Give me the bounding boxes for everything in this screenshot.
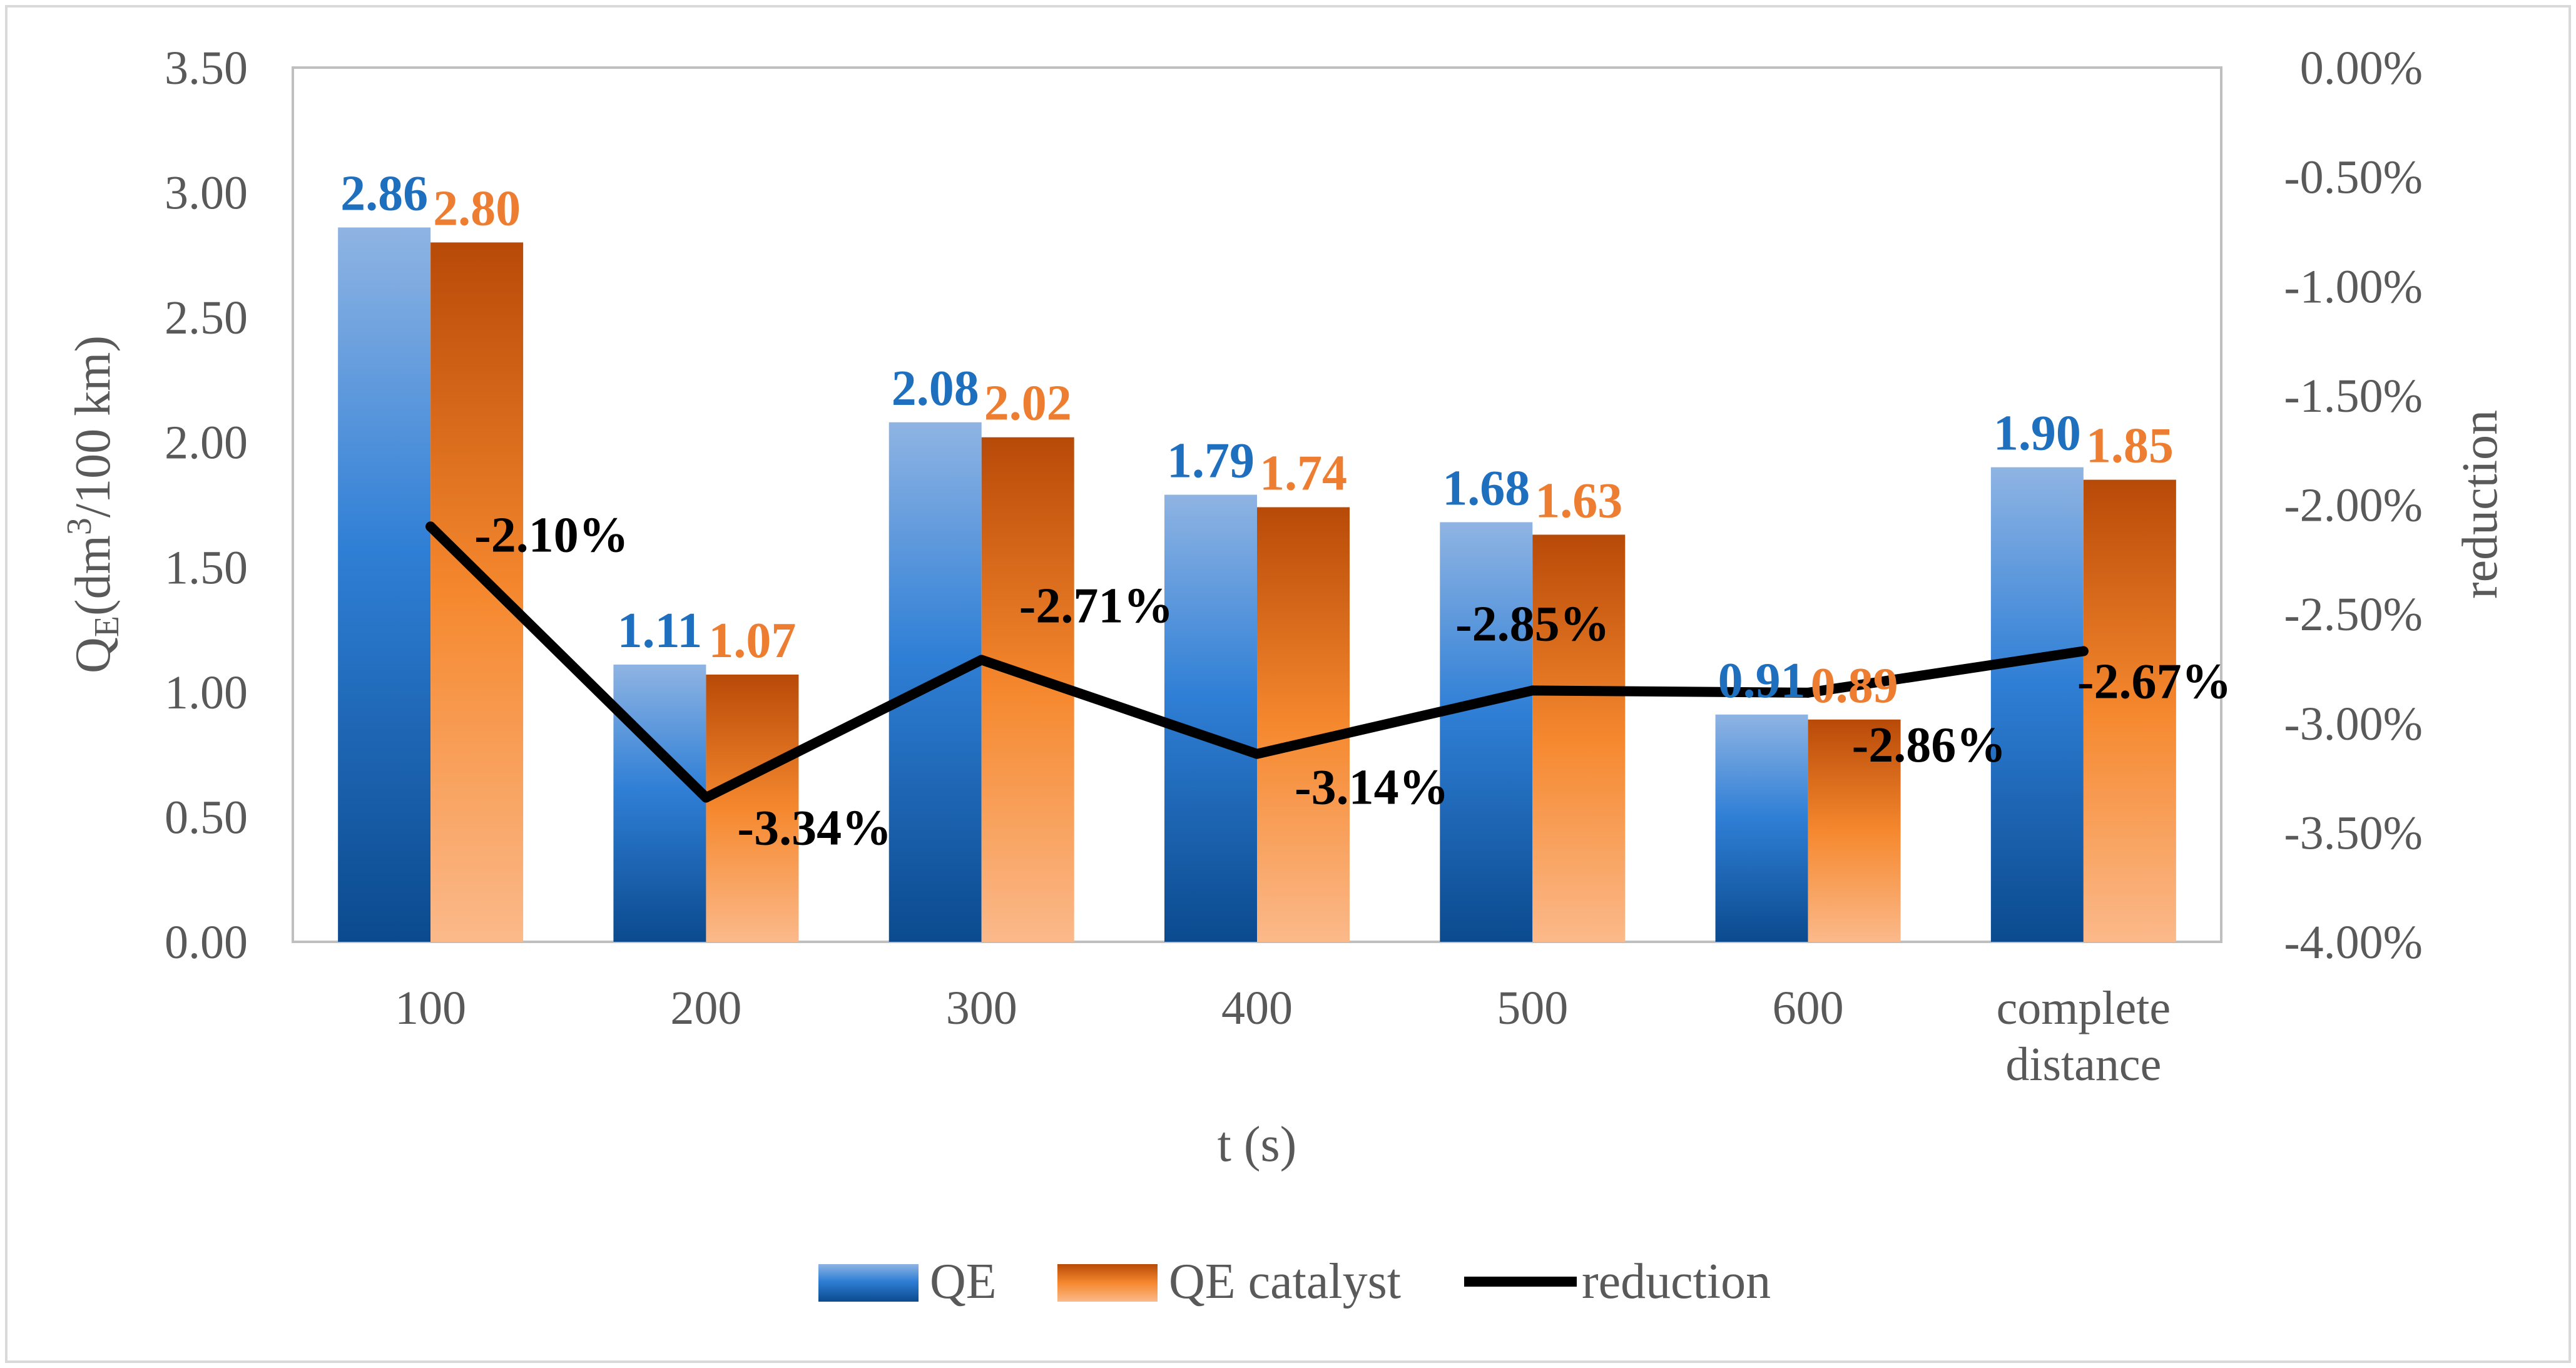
y-axis-title-superscript: 3 <box>60 518 99 535</box>
x-axis-title: t (s) <box>1218 1117 1297 1172</box>
bar-qe-catalyst <box>430 242 524 942</box>
reduction-point <box>425 521 436 532</box>
y2-axis-title: reduction <box>2453 410 2508 599</box>
y-tick-label: 3.50 <box>165 42 248 94</box>
legend-label-reduction: reduction <box>1582 1254 1771 1309</box>
legend-swatch-qe <box>818 1264 919 1302</box>
bar-qe <box>613 664 706 942</box>
y2-tick-label: -4.00% <box>2284 916 2423 969</box>
reduction-point <box>701 792 711 803</box>
data-label-qe-catalyst: 2.02 <box>984 376 1072 431</box>
data-label-reduction: -3.34% <box>737 800 892 855</box>
y-axis-title: QE(dm3/100 km) <box>60 335 126 673</box>
bar-qe <box>1990 467 2084 942</box>
y-axis-title-subscript: E <box>88 616 126 637</box>
data-label-qe: 1.79 <box>1167 434 1255 489</box>
x-tick-label: 500 <box>1497 982 1568 1034</box>
bar-series <box>338 227 2176 942</box>
data-label-qe: 0.91 <box>1718 653 1806 708</box>
x-tick-label: 100 <box>395 982 466 1034</box>
y2-tick-label: -1.50% <box>2284 370 2423 422</box>
data-label-qe-catalyst: 2.80 <box>433 181 521 236</box>
reduction-point <box>1527 685 1538 696</box>
bar-qe <box>338 227 431 942</box>
data-label-qe: 2.08 <box>892 361 979 416</box>
y-axis-title-q: Q <box>66 637 121 673</box>
data-label-reduction: -2.85% <box>1455 596 1610 651</box>
y-tick-label: 0.00 <box>165 916 248 969</box>
y-tick-label: 3.00 <box>165 167 248 220</box>
y-tick-label: 2.00 <box>165 417 248 469</box>
data-label-qe: 1.90 <box>1993 406 2081 461</box>
legend-label-qe: QE <box>930 1254 997 1309</box>
right-axis-ticks: -4.00% -3.50% -3.00% -2.50% -2.00% -1.50% -1.0… <box>2284 42 2423 969</box>
y2-tick-label: -2.50% <box>2284 588 2423 641</box>
bar-qe <box>1715 714 1808 942</box>
bar-qe-catalyst <box>1257 507 1350 942</box>
y2-tick-label: -1.00% <box>2284 260 2423 313</box>
y-axis-title-suffix: /100 km) <box>66 335 121 518</box>
data-label-qe-catalyst: 0.89 <box>1811 658 1898 713</box>
x-tick-label: distance <box>2005 1038 2161 1091</box>
x-tick-label: 200 <box>670 982 741 1034</box>
x-tick-label: 400 <box>1221 982 1293 1034</box>
reduction-point <box>1803 687 1813 698</box>
legend-label-qe-catalyst: QE catalyst <box>1169 1254 1401 1309</box>
reduction-point <box>1252 748 1262 759</box>
data-label-qe: 2.86 <box>340 166 428 221</box>
y2-tick-label: -3.50% <box>2284 807 2423 859</box>
bar-qe-catalyst <box>2083 479 2176 942</box>
bar-qe-catalyst <box>1532 534 1626 942</box>
x-tick-label: 300 <box>946 982 1017 1034</box>
y2-tick-label: -3.00% <box>2284 698 2423 750</box>
x-tick-label: 600 <box>1773 982 1844 1034</box>
y2-tick-label: -2.00% <box>2284 479 2423 532</box>
data-label-qe-catalyst: 1.74 <box>1260 446 1347 501</box>
y-tick-label: 1.50 <box>165 541 248 594</box>
data-label-reduction: -2.71% <box>1019 578 1174 633</box>
data-label-qe: 1.68 <box>1442 461 1530 516</box>
y-tick-label: 1.00 <box>165 666 248 719</box>
data-label-reduction: -2.86% <box>1852 718 2007 773</box>
bar-qe <box>1164 494 1257 942</box>
data-label-reduction: -2.10% <box>474 508 629 563</box>
left-axis-ticks: 0.00 0.50 1.00 1.50 2.00 2.50 3.00 3.50 <box>165 42 248 969</box>
y-axis-title-main: (dm <box>66 535 121 616</box>
bar-qe <box>1440 522 1533 942</box>
bar-qe-catalyst <box>706 674 799 942</box>
y2-tick-label: -0.50% <box>2284 151 2423 204</box>
legend: QE QE catalyst reduction <box>818 1254 1771 1309</box>
data-labels: 2.86 2.80 1.11 1.07 2.08 2.02 1.79 1.74 1.68 1.63… <box>340 166 2231 855</box>
data-label-reduction: -3.14% <box>1295 760 1449 815</box>
reduction-point <box>2078 646 2089 656</box>
data-label-qe-catalyst: 1.63 <box>1535 473 1622 528</box>
y2-tick-label: 0.00% <box>2300 42 2423 94</box>
data-label-qe-catalyst: 1.85 <box>2086 419 2174 474</box>
data-label-qe: 1.11 <box>618 603 703 658</box>
y-tick-label: 2.50 <box>165 292 248 344</box>
legend-swatch-qe-catalyst <box>1057 1264 1158 1302</box>
reduction-line-series <box>425 521 2089 803</box>
bar-qe-catalyst <box>1808 719 1901 942</box>
x-tick-label: complete <box>1997 982 2171 1034</box>
data-label-reduction: -2.67% <box>2077 654 2232 709</box>
data-label-qe-catalyst: 1.07 <box>708 613 796 668</box>
y-tick-label: 0.50 <box>165 791 248 844</box>
reduction-point <box>976 655 987 665</box>
